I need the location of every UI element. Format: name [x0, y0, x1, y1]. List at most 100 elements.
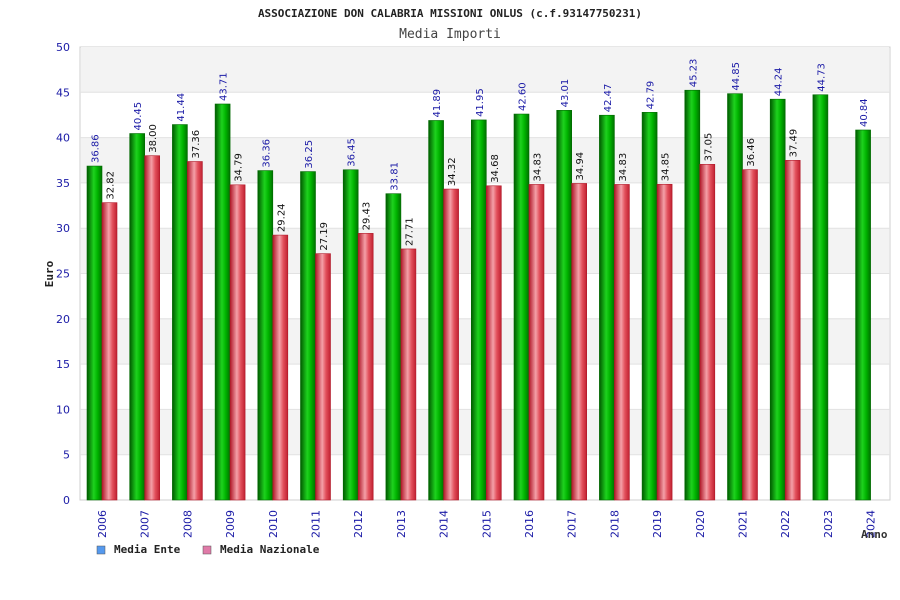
- x-tick-label: 2009: [224, 510, 237, 538]
- bar-value-label: 34.83: [533, 153, 544, 182]
- bar-value-label: 34.32: [447, 157, 458, 186]
- y-tick-label: 40: [56, 132, 70, 145]
- x-tick-label: 2019: [651, 510, 664, 538]
- bar-value-label: 42.47: [603, 84, 614, 113]
- bar-value-label: 27.19: [319, 222, 330, 251]
- bar-value-label: 36.25: [304, 140, 315, 169]
- x-tick-label: 2008: [181, 510, 194, 538]
- bar-value-label: 40.84: [859, 98, 870, 127]
- x-axis: 2006 2007 2008 2009 2010 2011 2012 2013 2014 2015…: [96, 510, 878, 538]
- x-tick-label: 2016: [523, 510, 536, 538]
- legend: Media Ente Media Nazionale: [96, 543, 320, 556]
- bar-value-label: 43.71: [219, 72, 230, 101]
- x-tick-label: 2010: [267, 510, 280, 538]
- bar-media-nazionale: [485, 185, 502, 501]
- bar-media-ente: [684, 89, 701, 501]
- bar-value-label: 42.60: [518, 82, 529, 111]
- x-tick-label: 2023: [822, 510, 835, 538]
- chart-subtitle: Media Importi: [399, 27, 501, 42]
- y-tick-label: 25: [56, 268, 70, 281]
- bar-value-label: 33.81: [389, 162, 400, 191]
- bar-media-ente: [599, 114, 615, 501]
- x-tick-label: 2013: [395, 510, 408, 538]
- bar-media-ente: [385, 193, 402, 501]
- bar-value-label: 41.44: [176, 93, 187, 122]
- y-axis: 0 5 10 15 20 25 30 35 40 45 50: [56, 41, 70, 507]
- x-tick-label: 2020: [694, 510, 707, 538]
- legend-swatch: [96, 545, 106, 555]
- bar-value-label: 34.79: [234, 153, 245, 182]
- x-tick-label: 2018: [608, 510, 621, 538]
- bar-media-ente: [855, 129, 871, 501]
- bar-media-nazionale: [614, 184, 630, 501]
- y-tick-label: 45: [56, 86, 70, 99]
- y-tick-label: 30: [56, 222, 70, 235]
- bar-media-nazionale: [742, 169, 758, 501]
- bar-value-label: 43.01: [560, 79, 571, 108]
- bar-value-label: 32.82: [106, 171, 117, 200]
- bar-value-label: 29.43: [362, 202, 373, 231]
- x-tick-label: 2006: [96, 510, 109, 538]
- bar-value-label: 37.36: [191, 130, 202, 159]
- chart-title: ASSOCIAZIONE DON CALABRIA MISSIONI ONLUS…: [258, 7, 642, 20]
- bar-media-ente: [342, 169, 359, 501]
- x-tick-label: 2015: [480, 510, 493, 538]
- bar-value-label: 44.24: [774, 68, 785, 97]
- bar-media-nazionale: [784, 160, 801, 501]
- y-axis-label: Euro: [43, 260, 56, 287]
- bar-value-label: 34.94: [575, 152, 586, 181]
- bar-media-ente: [727, 93, 743, 501]
- bar-value-label: 36.46: [746, 138, 757, 167]
- bar-media-ente: [172, 124, 188, 501]
- bar-value-label: 37.05: [703, 133, 714, 162]
- x-axis-label: Anno: [861, 528, 888, 541]
- x-tick-label: 2024: [865, 510, 878, 538]
- bars: 36.86 32.82 40.45 38.00 41.44 37.36 43.71 34.79…: [86, 59, 871, 501]
- bar-value-label: 36.45: [347, 138, 358, 167]
- bar-value-label: 36.36: [261, 139, 272, 168]
- bar-media-ente: [513, 113, 530, 501]
- bar-media-nazionale: [699, 164, 716, 501]
- bar-media-nazionale: [101, 202, 118, 501]
- x-tick-label: 2014: [438, 510, 451, 538]
- bar-media-nazionale: [400, 248, 417, 501]
- bar-media-ente: [300, 171, 316, 501]
- bar-media-nazionale: [315, 253, 331, 501]
- bar-media-ente: [214, 103, 231, 501]
- bar-media-nazionale: [528, 184, 545, 501]
- bar-media-ente: [556, 110, 573, 501]
- bar-value-label: 34.83: [618, 153, 629, 182]
- bar-media-ente: [257, 170, 274, 501]
- legend-label: Media Nazionale: [220, 543, 320, 556]
- bar-media-nazionale: [229, 184, 246, 501]
- bar-media-nazionale: [187, 161, 203, 501]
- bar-value-label: 34.68: [490, 154, 501, 183]
- grid-band: [81, 47, 889, 93]
- bar-media-ente: [129, 133, 145, 501]
- y-tick-label: 5: [63, 449, 70, 462]
- bar-media-nazionale: [443, 188, 459, 501]
- bar-value-label: 41.89: [432, 89, 443, 118]
- bar-value-label: 36.86: [91, 134, 102, 163]
- bar-value-label: 29.24: [276, 203, 287, 232]
- x-tick-label: 2007: [139, 510, 152, 538]
- bar-media-nazionale: [357, 233, 374, 501]
- x-tick-label: 2022: [779, 510, 792, 538]
- bar-media-nazionale: [656, 183, 673, 501]
- bar-value-label: 42.79: [646, 81, 657, 110]
- bar-value-label: 44.73: [816, 63, 827, 92]
- x-tick-label: 2011: [310, 510, 323, 538]
- y-tick-label: 50: [56, 41, 70, 54]
- y-tick-label: 35: [56, 177, 70, 190]
- y-tick-label: 10: [56, 403, 70, 416]
- x-tick-label: 2021: [737, 510, 750, 538]
- bar-media-ente: [769, 98, 786, 501]
- bar-media-nazionale: [272, 234, 289, 501]
- bar-value-label: 27.71: [404, 217, 415, 246]
- legend-label: Media Ente: [114, 543, 181, 556]
- bar-media-ente: [428, 120, 444, 501]
- legend-swatch: [202, 545, 212, 555]
- bar-value-label: 45.23: [688, 59, 699, 88]
- bar-media-ente: [470, 119, 487, 501]
